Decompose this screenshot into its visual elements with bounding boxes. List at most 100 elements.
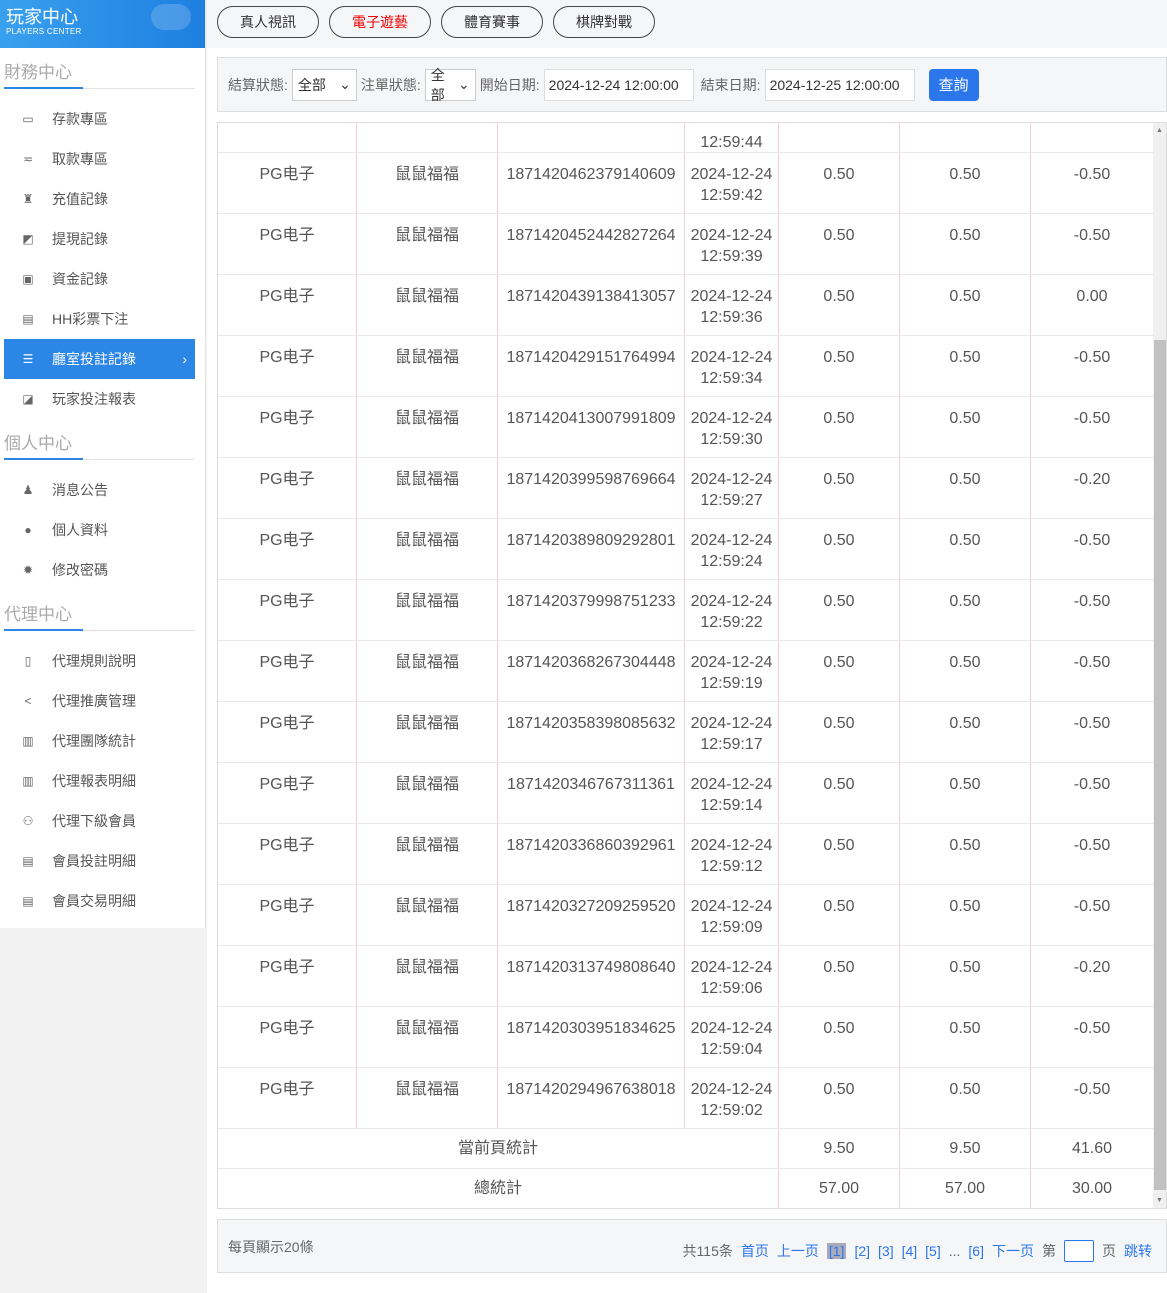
first-page-link[interactable]: 首页 bbox=[740, 1243, 769, 1259]
logo: 玩家中心 PLAYERS CENTER bbox=[0, 0, 205, 48]
jump-button[interactable]: 跳转 bbox=[1124, 1243, 1152, 1259]
sidebar-item[interactable]: ▤ 會員交易明細 bbox=[4, 881, 195, 921]
bet-time-of-day: 12:59:34 bbox=[700, 370, 763, 387]
win-loss: -0.50 bbox=[1073, 776, 1111, 793]
sidebar-item[interactable]: ⚇ 代理下級會員 bbox=[4, 801, 195, 841]
table-row: PG电子 鼠鼠福福 1871420452442827264 2024-12-24 12:… bbox=[218, 214, 1153, 275]
valid-amount: 0.50 bbox=[900, 153, 1031, 213]
bet-time-of-day: 12:59:36 bbox=[700, 309, 763, 326]
order-id: 1871420399598769664 bbox=[498, 458, 685, 518]
share-icon: < bbox=[24, 694, 32, 708]
query-button[interactable]: 查詢 bbox=[928, 68, 979, 101]
bet-date: 2024-12-24 bbox=[690, 1020, 773, 1037]
win-loss: -0.20 bbox=[1073, 959, 1111, 976]
next-page-link[interactable]: 下一页 bbox=[992, 1243, 1034, 1259]
bet-amount: 0.50 bbox=[779, 336, 900, 396]
order-id: 1871420379998751233 bbox=[498, 580, 685, 640]
table-row: PG电子 鼠鼠福福 1871420413007991809 2024-12-24 12:… bbox=[218, 397, 1153, 458]
sidebar-item[interactable]: ▭ 存款專區 bbox=[4, 99, 195, 139]
page-link[interactable]: [3] bbox=[878, 1243, 894, 1259]
doc-icon: ▥ bbox=[22, 734, 34, 748]
end-date-input[interactable]: 2024-12-25 12:00:00 bbox=[764, 68, 915, 101]
sidebar-item[interactable]: ♜ 充值記錄 bbox=[4, 179, 195, 219]
sidebar-item-label: 會員交易明細 bbox=[52, 893, 136, 909]
bet-time-of-day: 12:59:39 bbox=[700, 248, 763, 265]
bet-time-of-day: 12:59:27 bbox=[700, 492, 763, 509]
chart-icon: ◪ bbox=[22, 392, 34, 406]
tab-game[interactable]: 棋牌對戰 bbox=[553, 6, 655, 38]
table-row: PG电子 鼠鼠福福 1871420462379140609 2024-12-24 12:… bbox=[218, 153, 1153, 214]
sidebar-item-label: 玩家投注報表 bbox=[52, 391, 136, 407]
bet-time: 2024-12-24 12:59:04 bbox=[685, 1007, 779, 1067]
order-id: 1871420452442827264 bbox=[498, 214, 685, 274]
bet-time-of-day: 12:59:12 bbox=[700, 858, 763, 875]
scrollbar[interactable]: ▲ ▼ bbox=[1153, 123, 1166, 1208]
sidebar-item[interactable]: ▥ 代理報表明細 bbox=[4, 761, 195, 801]
platform: PG电子 bbox=[218, 458, 357, 518]
win-loss: -0.50 bbox=[1073, 349, 1111, 366]
doc-list-icon: ▤ bbox=[22, 854, 34, 868]
end-date-label: 結束日期: bbox=[700, 76, 761, 93]
user-icon: ● bbox=[24, 523, 32, 537]
bet-date: 2024-12-24 bbox=[690, 715, 773, 732]
settle-status-select[interactable]: 全部 ⌄ bbox=[291, 68, 357, 101]
tab-game[interactable]: 真人視訊 bbox=[217, 6, 319, 38]
bet-time-of-day: 12:59:02 bbox=[700, 1102, 763, 1119]
page-link[interactable]: [6] bbox=[968, 1243, 984, 1259]
scroll-up-icon[interactable]: ▲ bbox=[1156, 127, 1163, 134]
sidebar-item[interactable]: ▯ 代理規則說明 bbox=[4, 641, 195, 681]
sidebar-item[interactable]: ▤ HH彩票下注 bbox=[4, 299, 195, 339]
win-loss: -0.50 bbox=[1073, 654, 1111, 671]
tab-game[interactable]: 體育賽事 bbox=[441, 6, 543, 38]
sidebar-item[interactable]: ◪ 玩家投注報表 bbox=[4, 379, 195, 419]
sidebar-item[interactable]: ◩ 提現記錄 bbox=[4, 219, 195, 259]
gamepad-icon bbox=[151, 4, 191, 30]
sidebar-item-label: 存款專區 bbox=[52, 111, 108, 127]
sidebar-item[interactable]: ☰ 廳室投註記錄 › bbox=[4, 339, 195, 379]
sidebar-item[interactable]: ♟ 消息公告 bbox=[4, 470, 195, 510]
prev-page-link[interactable]: 上一页 bbox=[776, 1243, 819, 1259]
sidebar-item[interactable]: < 代理推廣管理 bbox=[4, 681, 195, 721]
total-count: 共115条 bbox=[682, 1243, 733, 1259]
bet-time: 2024-12-24 12:59:06 bbox=[685, 946, 779, 1006]
scrollbar-thumb[interactable] bbox=[1154, 340, 1166, 1190]
sidebar-item[interactable]: ▣ 資金記錄 bbox=[4, 259, 195, 299]
goto-page-input[interactable] bbox=[1064, 1240, 1094, 1262]
bet-date: 2024-12-24 bbox=[690, 837, 773, 854]
table-row: 12:59:44 bbox=[218, 123, 1153, 153]
table-row: PG电子 鼠鼠福福 1871420439138413057 2024-12-24 12:… bbox=[218, 275, 1153, 336]
platform: PG电子 bbox=[218, 1007, 357, 1067]
sidebar-item-label: HH彩票下注 bbox=[52, 311, 129, 327]
sidebar-item-label: 會員投註明細 bbox=[52, 853, 136, 869]
bet-time: 2024-12-24 12:59:42 bbox=[685, 153, 779, 213]
scroll-down-icon[interactable]: ▼ bbox=[1156, 1197, 1163, 1204]
game-name: 鼠鼠福福 bbox=[357, 885, 498, 945]
start-date-input[interactable]: 2024-12-24 12:00:00 bbox=[543, 68, 694, 101]
page-link[interactable]: [1] bbox=[826, 1243, 847, 1259]
order-status-select[interactable]: 全部 ⌄ bbox=[424, 67, 476, 103]
sidebar-item[interactable]: ▥ 代理團隊統計 bbox=[4, 721, 195, 761]
win-loss: -0.50 bbox=[1073, 898, 1111, 915]
bet-time: 2024-12-24 12:59:17 bbox=[685, 702, 779, 762]
page-link[interactable]: [4] bbox=[901, 1243, 918, 1259]
win-loss: -0.50 bbox=[1073, 532, 1111, 549]
sidebar-item[interactable]: ▤ 會員投註明細 bbox=[4, 841, 195, 881]
bet-time-of-day: 12:59:06 bbox=[700, 980, 763, 997]
valid-amount: 0.50 bbox=[900, 275, 1031, 335]
order-id: 1871420429151764994 bbox=[498, 336, 685, 396]
page-link[interactable]: [5] bbox=[925, 1243, 941, 1259]
bet-amount: 0.50 bbox=[779, 397, 900, 457]
game-name: 鼠鼠福福 bbox=[357, 519, 498, 579]
sidebar-section-title: 代理中心 bbox=[4, 600, 195, 631]
sidebar-item[interactable]: ● 個人資料 bbox=[4, 510, 195, 550]
order-id: 1871420462379140609 bbox=[498, 153, 685, 213]
sidebar-item[interactable]: ≂ 取款專區 bbox=[4, 139, 195, 179]
doc-icon: ▥ bbox=[22, 774, 34, 788]
tab-game[interactable]: 電子遊藝 bbox=[329, 6, 431, 38]
page-link[interactable]: [2] bbox=[854, 1243, 871, 1259]
platform: PG电子 bbox=[218, 397, 357, 457]
valid-amount: 0.50 bbox=[900, 702, 1031, 762]
valid-amount: 0.50 bbox=[900, 458, 1031, 518]
bet-time: 2024-12-24 12:59:14 bbox=[685, 763, 779, 823]
sidebar-item[interactable]: ✹ 修改密碼 bbox=[4, 550, 195, 590]
